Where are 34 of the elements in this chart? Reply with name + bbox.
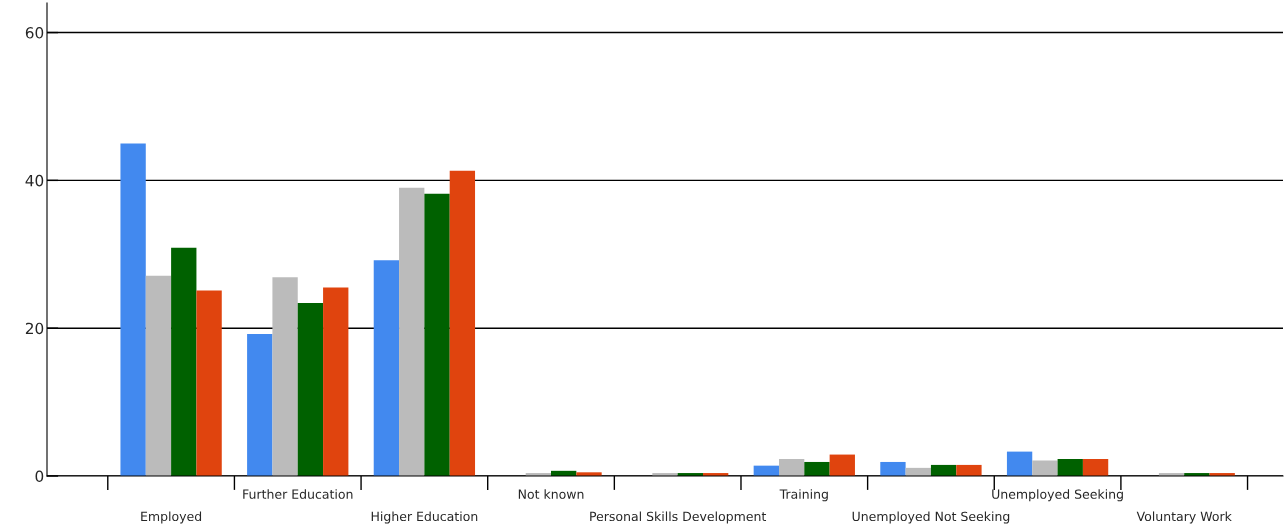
x-tick-label: Unemployed Seeking: [992, 489, 1123, 502]
bar: [196, 290, 222, 476]
bar: [171, 247, 197, 476]
x-tick-label: Further Education: [243, 489, 353, 499]
x-tick-label: Higher Education: [371, 511, 478, 524]
y-tick-label: 0: [35, 470, 44, 483]
bar: [145, 275, 172, 476]
bar: [1057, 459, 1083, 476]
bar: [120, 143, 146, 476]
bar: [424, 193, 450, 476]
bar: [778, 459, 805, 476]
bar: [373, 260, 400, 476]
bar: [399, 187, 425, 476]
bar: [880, 461, 906, 476]
x-tick-label: Voluntary Work: [1136, 511, 1232, 524]
x-tick-label: Not known: [518, 489, 584, 499]
bar: [297, 303, 324, 476]
bar: [829, 454, 855, 476]
x-tick-label: Personal Skills Development: [590, 511, 767, 524]
x-tick-label: Employed: [141, 511, 202, 524]
bar: [1032, 460, 1058, 476]
bar: [804, 461, 830, 476]
bar: [323, 287, 349, 476]
bar: [1006, 451, 1033, 476]
x-tick-label: Training: [779, 489, 828, 502]
bar: [956, 464, 982, 476]
y-tick-label: 40: [25, 174, 44, 187]
bar: [449, 170, 476, 476]
bar: [247, 334, 273, 476]
bar: [272, 277, 298, 476]
y-tick-label: 60: [25, 27, 44, 39]
x-tick-label: Unemployed Not Seeking: [852, 511, 1010, 524]
y-tick-label: 20: [25, 322, 44, 335]
bar: [1082, 459, 1109, 476]
